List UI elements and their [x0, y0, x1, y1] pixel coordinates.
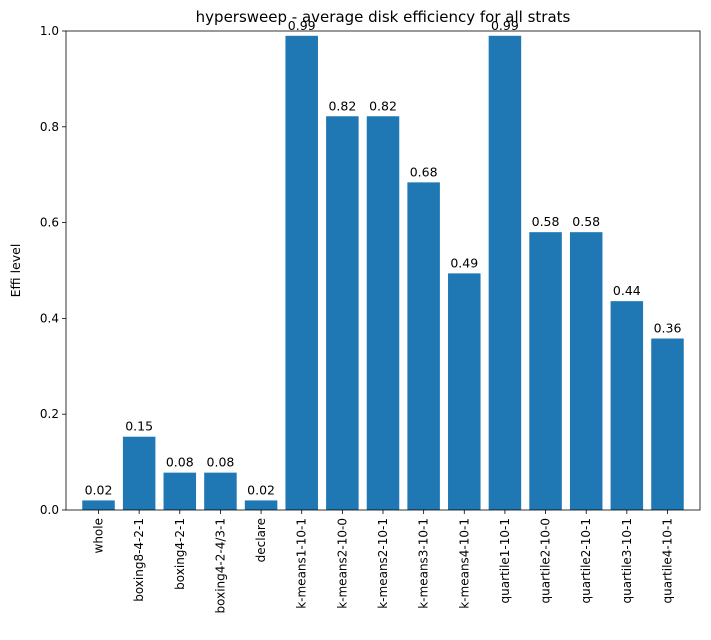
bar-1	[82, 500, 115, 510]
y-tick-label-2: 0.2	[40, 407, 59, 421]
bar-value-label-14: 0.44	[613, 283, 641, 298]
x-tick-label-5: declare	[254, 518, 268, 562]
bar-12	[529, 232, 562, 510]
y-tick-label-5: 0.8	[40, 120, 59, 134]
bar-11	[488, 35, 522, 510]
bar-14	[610, 301, 644, 510]
x-tick-label-13: quartile2-10-1	[579, 518, 593, 603]
bar-value-label-6: 0.99	[288, 18, 316, 33]
x-tick-label-14: quartile3-10-1	[620, 518, 634, 603]
x-tick-label-10: k-means4-10-1	[457, 518, 471, 609]
y-axis-label: Effi level	[8, 244, 23, 298]
bar-value-label-12: 0.58	[532, 214, 560, 229]
bar-3	[163, 472, 197, 510]
x-tick-label-1: whole	[92, 518, 106, 553]
bar-2	[122, 436, 156, 510]
y-tick-label-1: 0.0	[40, 503, 59, 517]
bar-8	[366, 116, 400, 510]
x-tick-label-6: k-means1-10-1	[295, 518, 309, 609]
chart-title: hypersweep - average disk efficiency for…	[196, 8, 571, 26]
bar-value-label-2: 0.15	[125, 419, 153, 434]
x-tick-label-8: k-means2-10-1	[376, 518, 390, 609]
y-tick-label-6: 1.0	[40, 24, 59, 38]
bar-4	[204, 472, 237, 510]
axes-frame	[65, 30, 701, 511]
bar-value-label-8: 0.82	[369, 98, 397, 113]
x-tick-label-9: k-means3-10-1	[417, 518, 431, 609]
bar-value-label-7: 0.82	[328, 98, 356, 113]
x-tick-label-2: boxing8-4-2-1	[132, 518, 146, 602]
y-tick-label-4: 0.6	[40, 216, 59, 230]
bar-value-label-9: 0.68	[410, 164, 438, 179]
bar-value-label-15: 0.36	[654, 321, 682, 336]
bar-value-label-5: 0.02	[247, 482, 275, 497]
bar-value-label-1: 0.02	[85, 482, 113, 497]
bar-value-label-3: 0.08	[166, 455, 194, 470]
x-tick-label-3: boxing4-2-1	[173, 518, 187, 590]
bar-13	[569, 232, 603, 510]
bar-value-label-11: 0.99	[491, 18, 519, 33]
x-tick-label-11: quartile1-10-1	[498, 518, 512, 603]
plot-area: 0.02 whole 0.15 boxing8-4-2-1 0.08 boxing4-2-…	[40, 18, 701, 613]
x-tick-label-7: k-means2-10-0	[335, 518, 349, 609]
bar-10	[448, 273, 481, 510]
bar-15	[651, 338, 684, 510]
x-tick-label-12: quartile2-10-0	[539, 518, 553, 603]
bar-5	[244, 500, 278, 510]
bar-value-label-13: 0.58	[572, 214, 600, 229]
x-tick-label-15: quartile4-10-1	[660, 518, 674, 603]
bar-value-label-10: 0.49	[450, 255, 478, 270]
bar-9	[407, 182, 440, 511]
bar-value-label-4: 0.08	[207, 455, 235, 470]
bar-6	[285, 35, 318, 510]
bar-7	[326, 116, 359, 510]
y-tick-label-3: 0.4	[40, 311, 59, 325]
x-tick-label-4: boxing4-2-4/3-1	[213, 518, 227, 613]
